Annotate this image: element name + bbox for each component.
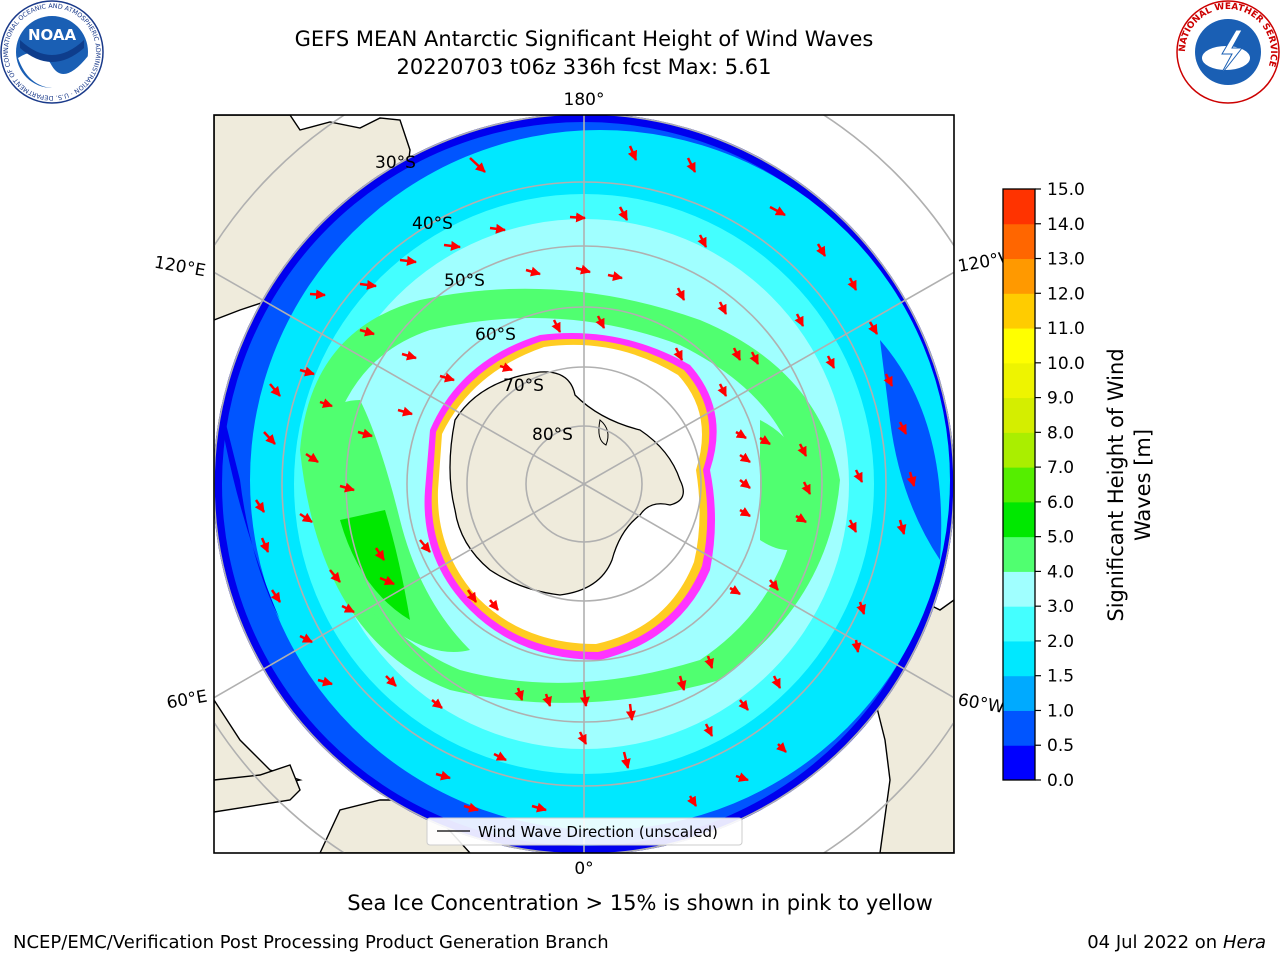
lon-label-60w: 60°W	[956, 690, 1006, 718]
colorbar-label-line1: Significant Height of Wind	[1104, 348, 1128, 621]
colorbar-tick-label: 6.0	[1047, 493, 1074, 513]
lat-label-40s: 40°S	[412, 214, 453, 234]
lon-label-180: 180°	[564, 90, 605, 110]
colorbar-tick-label: 15.0	[1047, 180, 1085, 200]
colorbar-tick-label: 1.0	[1047, 701, 1074, 721]
colorbar-cell	[1003, 675, 1035, 711]
colorbar-cell	[1003, 710, 1035, 746]
lat-label-80s: 80°S	[532, 425, 573, 445]
legend-label: Wind Wave Direction (unscaled)	[478, 823, 718, 841]
noaa-logo: NATIONAL OCEANIC AND ATMOSPHERIC ADMINIS…	[0, 0, 104, 104]
colorbar-cell	[1003, 571, 1035, 607]
lat-label-50s: 50°S	[444, 271, 485, 291]
colorbar-tick-label: 11.0	[1047, 319, 1085, 339]
date-stamp: 04 Jul 2022 on Hera	[1087, 932, 1266, 953]
map-frame	[214, 115, 954, 853]
colorbar-tick-label: 3.0	[1047, 597, 1074, 617]
colorbar-cell	[1003, 189, 1035, 225]
chart-title: GEFS MEAN Antarctic Significant Height o…	[294, 27, 874, 51]
lat-label-60s: 60°S	[475, 325, 516, 345]
colorbar-tick-label: 10.0	[1047, 354, 1085, 374]
colorbar-tick-label: 7.0	[1047, 458, 1074, 478]
colorbar-cell	[1003, 467, 1035, 503]
credit-line: NCEP/EMC/Verification Post Processing Pr…	[13, 932, 609, 953]
chart-subtitle: 20220703 t06z 336h fcst Max: 5.61	[396, 55, 772, 79]
antarctica-landmass	[449, 371, 684, 596]
wind-wave-arrows	[254, 145, 917, 813]
lat-label-30s: 30°S	[375, 153, 416, 173]
colorbar-label-line2: Waves [m]	[1131, 429, 1155, 541]
svg-text:NOAA: NOAA	[28, 26, 77, 44]
colorbar-cell	[1003, 397, 1035, 433]
colorbar-cell	[1003, 606, 1035, 642]
colorbar-cell	[1003, 362, 1035, 399]
colorbar-tick-label: 13.0	[1047, 250, 1085, 270]
colorbar-tick-label: 0.0	[1047, 771, 1074, 791]
colorbar-tick-label: 0.5	[1047, 736, 1074, 756]
colorbar-cell	[1003, 536, 1035, 572]
lon-label-60e: 60°E	[165, 687, 209, 714]
colorbar-tick-label: 8.0	[1047, 423, 1074, 443]
colorbar-tick-label: 2.0	[1047, 632, 1074, 652]
colorbar-cell	[1003, 293, 1035, 329]
colorbar-cell	[1003, 328, 1035, 364]
lon-label-0: 0°	[574, 859, 593, 879]
colorbar-tick-label: 1.5	[1047, 667, 1074, 687]
colorbar-cell	[1003, 223, 1035, 260]
colorbar-tick-label: 12.0	[1047, 284, 1085, 304]
sea-ice-note: Sea Ice Concentration > 15% is shown in …	[347, 891, 933, 915]
colorbar: 0.0 0.5 1.0 1.5 2.0 3.0 4.0 5.0 6.0 7.0 8.0 9.0 10.0…	[1002, 180, 1155, 791]
colorbar-cell	[1003, 745, 1035, 781]
colorbar-cell	[1003, 258, 1035, 294]
colorbar-tick-label: 4.0	[1047, 562, 1074, 582]
lat-label-70s: 70°S	[503, 376, 544, 396]
host-name: Hera	[1222, 932, 1266, 953]
colorbar-tick-label: 14.0	[1047, 215, 1085, 235]
nws-logo: NATIONAL WEATHER SERVICE	[1176, 0, 1280, 104]
colorbar-cell	[1003, 432, 1035, 468]
lon-label-120e: 120°E	[153, 253, 207, 282]
colorbar-tick-label: 9.0	[1047, 389, 1074, 409]
date-text: 04 Jul 2022 on	[1087, 932, 1218, 953]
colorbar-tick-label: 5.0	[1047, 528, 1074, 548]
colorbar-cell	[1003, 501, 1035, 538]
map-legend: Wind Wave Direction (unscaled)	[426, 817, 743, 846]
colorbar-cell	[1003, 640, 1035, 677]
